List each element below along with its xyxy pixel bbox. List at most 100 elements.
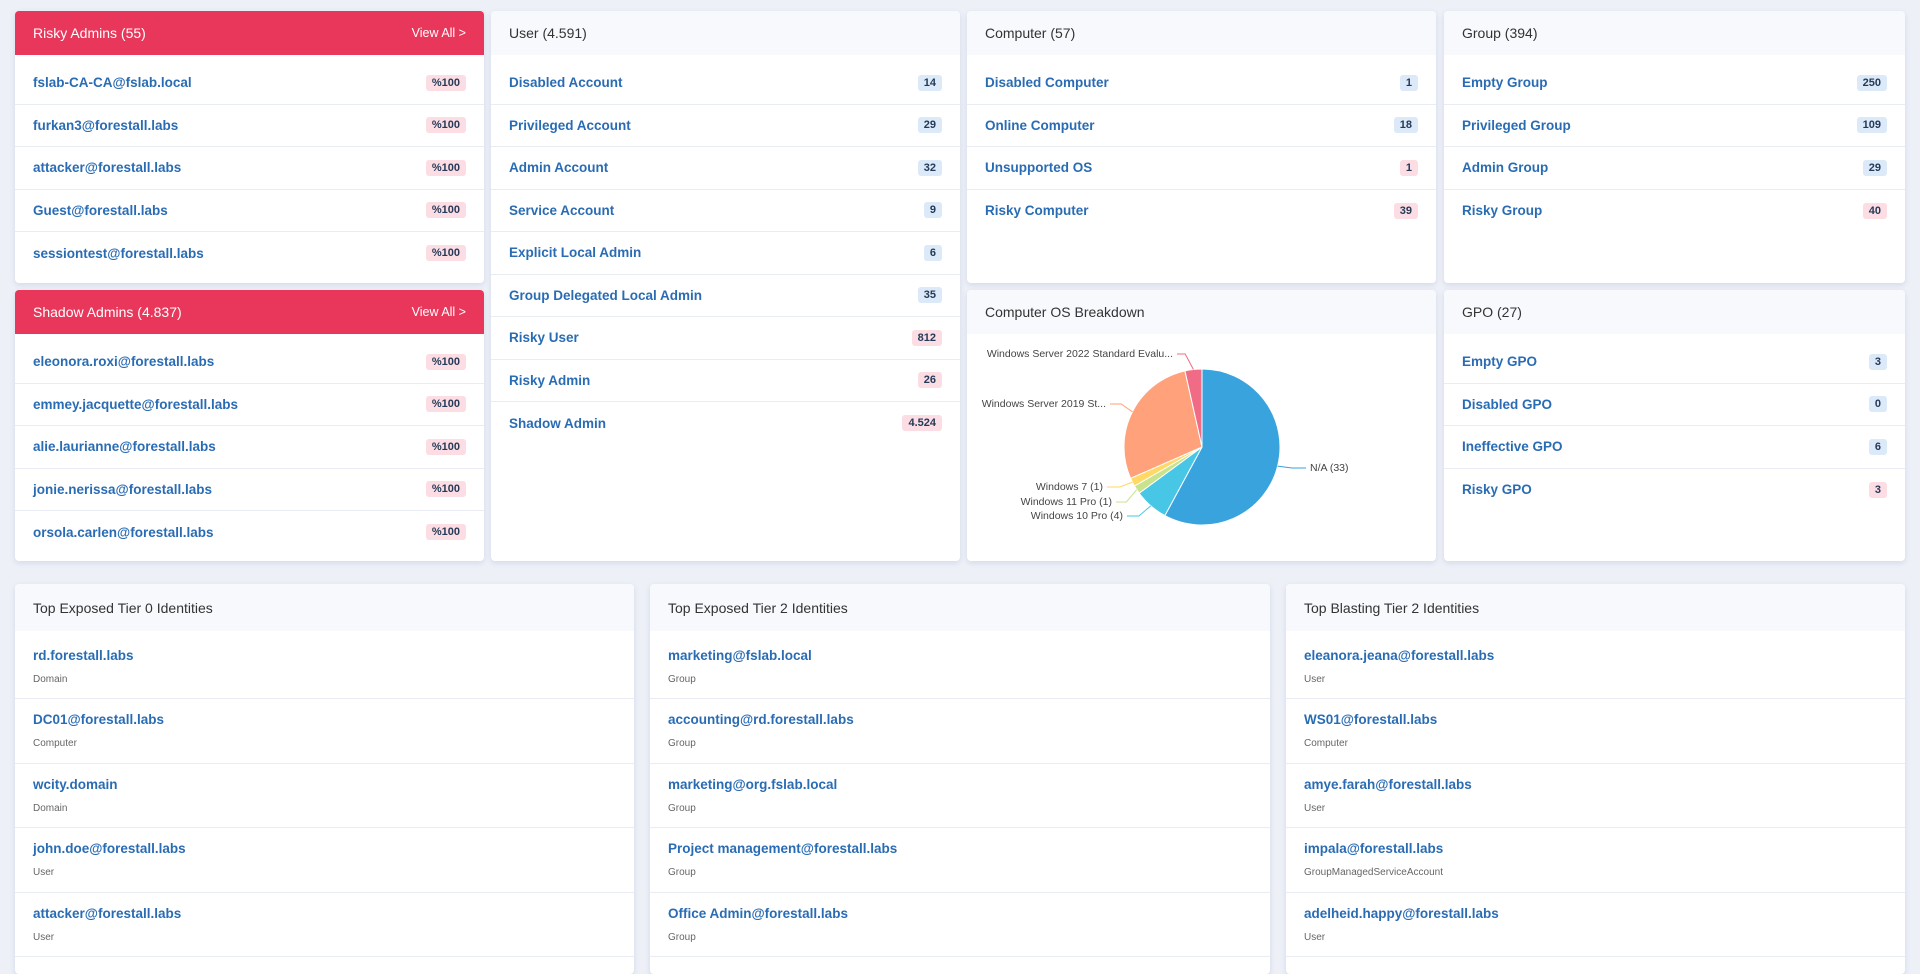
identity-type: User	[1304, 931, 1326, 943]
item-link[interactable]: Disabled Computer	[985, 75, 1109, 91]
identity-link[interactable]: attacker@forestall.labs	[33, 905, 182, 921]
item-list: Empty Group 250 Privileged Group 109 Admin G…	[1444, 55, 1905, 232]
identity-row: rd.forestall.labs Domain	[15, 635, 634, 700]
panel-title: Risky Admins (55)	[33, 25, 146, 41]
item-link[interactable]: Risky Group	[1462, 203, 1543, 219]
count-badge: 14	[917, 74, 942, 91]
identity-link[interactable]: impala@forestall.labs	[1304, 841, 1444, 857]
count-badge: 109	[1856, 117, 1887, 134]
item-link[interactable]: eleonora.roxi@forestall.labs	[33, 354, 215, 370]
item-link[interactable]: emmey.jacquette@forestall.labs	[33, 396, 238, 412]
identity-row: Office Admin@forestall.labs Group	[650, 893, 1270, 957]
item-link[interactable]: Group Delegated Local Admin	[509, 287, 703, 303]
count-badge: 4.524	[902, 415, 942, 432]
view-all-link[interactable]: View All >	[411, 26, 466, 40]
leader-line	[1116, 489, 1138, 503]
identity-row: marketing@fslab.local Group	[650, 635, 1270, 700]
risky-admins-panel: Risky Admins (55) View All > fslab-CA-CA@f…	[15, 11, 484, 283]
item-link[interactable]: Unsupported OS	[985, 160, 1093, 176]
leader-line	[1277, 465, 1306, 469]
item-link[interactable]: Empty GPO	[1462, 354, 1538, 370]
list-row: alie.laurianne@forestall.labs %100	[15, 426, 484, 469]
panel-header: Shadow Admins (4.837) View All >	[15, 290, 484, 334]
item-link[interactable]: Risky GPO	[1462, 482, 1532, 498]
item-link[interactable]: Admin Account	[509, 160, 609, 176]
panel-header: Computer (57)	[967, 11, 1436, 55]
item-link[interactable]: Risky Admin	[509, 372, 591, 388]
count-badge: %100	[425, 438, 466, 455]
panel-title: GPO (27)	[1462, 304, 1522, 320]
identity-link[interactable]: wcity.domain	[33, 776, 118, 792]
count-badge: 9	[923, 202, 942, 219]
item-link[interactable]: Risky Computer	[985, 203, 1089, 219]
identity-row: Project management@forestall.labs Group	[650, 828, 1270, 893]
list-row: Disabled Computer 1	[967, 62, 1436, 105]
identity-link[interactable]: Project management@forestall.labs	[668, 841, 898, 857]
item-link[interactable]: jonie.nerissa@forestall.labs	[33, 481, 212, 497]
identity-link[interactable]: marketing@fslab.local	[668, 648, 812, 663]
count-badge: 26	[917, 372, 942, 389]
list-row: Ineffective GPO 6	[1444, 426, 1905, 469]
identity-list: rd.forestall.labs Domain DC01@forestall.la…	[15, 631, 634, 957]
item-link[interactable]: Service Account	[509, 202, 615, 218]
list-row: Guest@forestall.labs %100	[15, 190, 484, 232]
count-badge: 29	[1862, 159, 1887, 176]
list-row: Explicit Local Admin 6	[491, 232, 960, 275]
list-row: eleonora.roxi@forestall.labs %100	[15, 341, 484, 384]
identity-type: Group	[668, 867, 696, 879]
list-row: jonie.nerissa@forestall.labs %100	[15, 469, 484, 511]
item-list: Disabled Computer 1 Online Computer 18 Unsup…	[967, 55, 1436, 232]
count-badge: 3	[1868, 481, 1887, 498]
identity-type: Domain	[33, 802, 68, 814]
item-link[interactable]: Admin Group	[1462, 160, 1549, 176]
panel-title: Top Exposed Tier 0 Identities	[33, 599, 213, 616]
identity-type: User	[33, 931, 55, 943]
identity-link[interactable]: accounting@rd.forestall.labs	[668, 712, 854, 728]
item-link[interactable]: attacker@forestall.labs	[33, 160, 182, 176]
count-badge: 3	[1868, 353, 1887, 370]
item-link[interactable]: orsola.carlen@forestall.labs	[33, 524, 214, 540]
item-list: fslab-CA-CA@fslab.local %100 furkan3@fores…	[15, 55, 484, 275]
identity-row: accounting@rd.forestall.labs Group	[650, 699, 1270, 764]
item-link[interactable]: Privileged Account	[509, 117, 631, 133]
view-all-link[interactable]: View All >	[411, 305, 466, 319]
identity-link[interactable]: Office Admin@forestall.labs	[668, 905, 848, 921]
item-link[interactable]: Explicit Local Admin	[509, 245, 642, 261]
item-link[interactable]: Online Computer	[985, 117, 1095, 133]
identity-link[interactable]: john.doe@forestall.labs	[33, 841, 186, 857]
item-link[interactable]: Guest@forestall.labs	[33, 202, 168, 218]
shadow-admins-panel: Shadow Admins (4.837) View All > eleonora.…	[15, 290, 484, 561]
item-link[interactable]: Privileged Group	[1462, 117, 1571, 133]
identity-link[interactable]: rd.forestall.labs	[33, 648, 134, 663]
item-link[interactable]: fslab-CA-CA@fslab.local	[33, 75, 192, 91]
panel-header: Risky Admins (55) View All >	[15, 11, 484, 55]
identity-row: DC01@forestall.labs Computer	[15, 699, 634, 764]
item-link[interactable]: Ineffective GPO	[1462, 439, 1563, 455]
list-row: Disabled Account 14	[491, 62, 960, 105]
item-link[interactable]: Risky User	[509, 330, 579, 346]
identity-link[interactable]: eleanora.jeana@forestall.labs	[1304, 648, 1495, 663]
identity-link[interactable]: adelheid.happy@forestall.labs	[1304, 905, 1499, 921]
list-row: fslab-CA-CA@fslab.local %100	[15, 62, 484, 105]
identity-link[interactable]: amye.farah@forestall.labs	[1304, 776, 1472, 792]
identity-link[interactable]: WS01@forestall.labs	[1304, 712, 1438, 728]
list-row: attacker@forestall.labs %100	[15, 147, 484, 190]
item-link[interactable]: sessiontest@forestall.labs	[33, 245, 204, 261]
identity-type: Group	[668, 931, 696, 943]
count-badge: 1	[1399, 159, 1418, 176]
item-link[interactable]: furkan3@forestall.labs	[33, 117, 179, 133]
list-row: sessiontest@forestall.labs %100	[15, 232, 484, 275]
list-row: Privileged Account 29	[491, 105, 960, 147]
item-link[interactable]: Shadow Admin	[509, 415, 606, 431]
item-link[interactable]: Disabled Account	[509, 75, 623, 91]
item-link[interactable]: Disabled GPO	[1462, 396, 1553, 412]
identity-row: adelheid.happy@forestall.labs User	[1286, 893, 1905, 957]
item-link[interactable]: alie.laurianne@forestall.labs	[33, 439, 216, 455]
identity-link[interactable]: marketing@org.fslab.local	[668, 776, 838, 792]
identity-row: impala@forestall.labs GroupManagedService…	[1286, 828, 1905, 893]
item-link[interactable]: Empty Group	[1462, 75, 1548, 91]
identity-link[interactable]: DC01@forestall.labs	[33, 712, 164, 728]
identity-list: eleanora.jeana@forestall.labs User WS01@fo…	[1286, 631, 1905, 957]
blasting-panel: Top Blasting Tier 2 Identities eleanora.j…	[1286, 584, 1905, 974]
